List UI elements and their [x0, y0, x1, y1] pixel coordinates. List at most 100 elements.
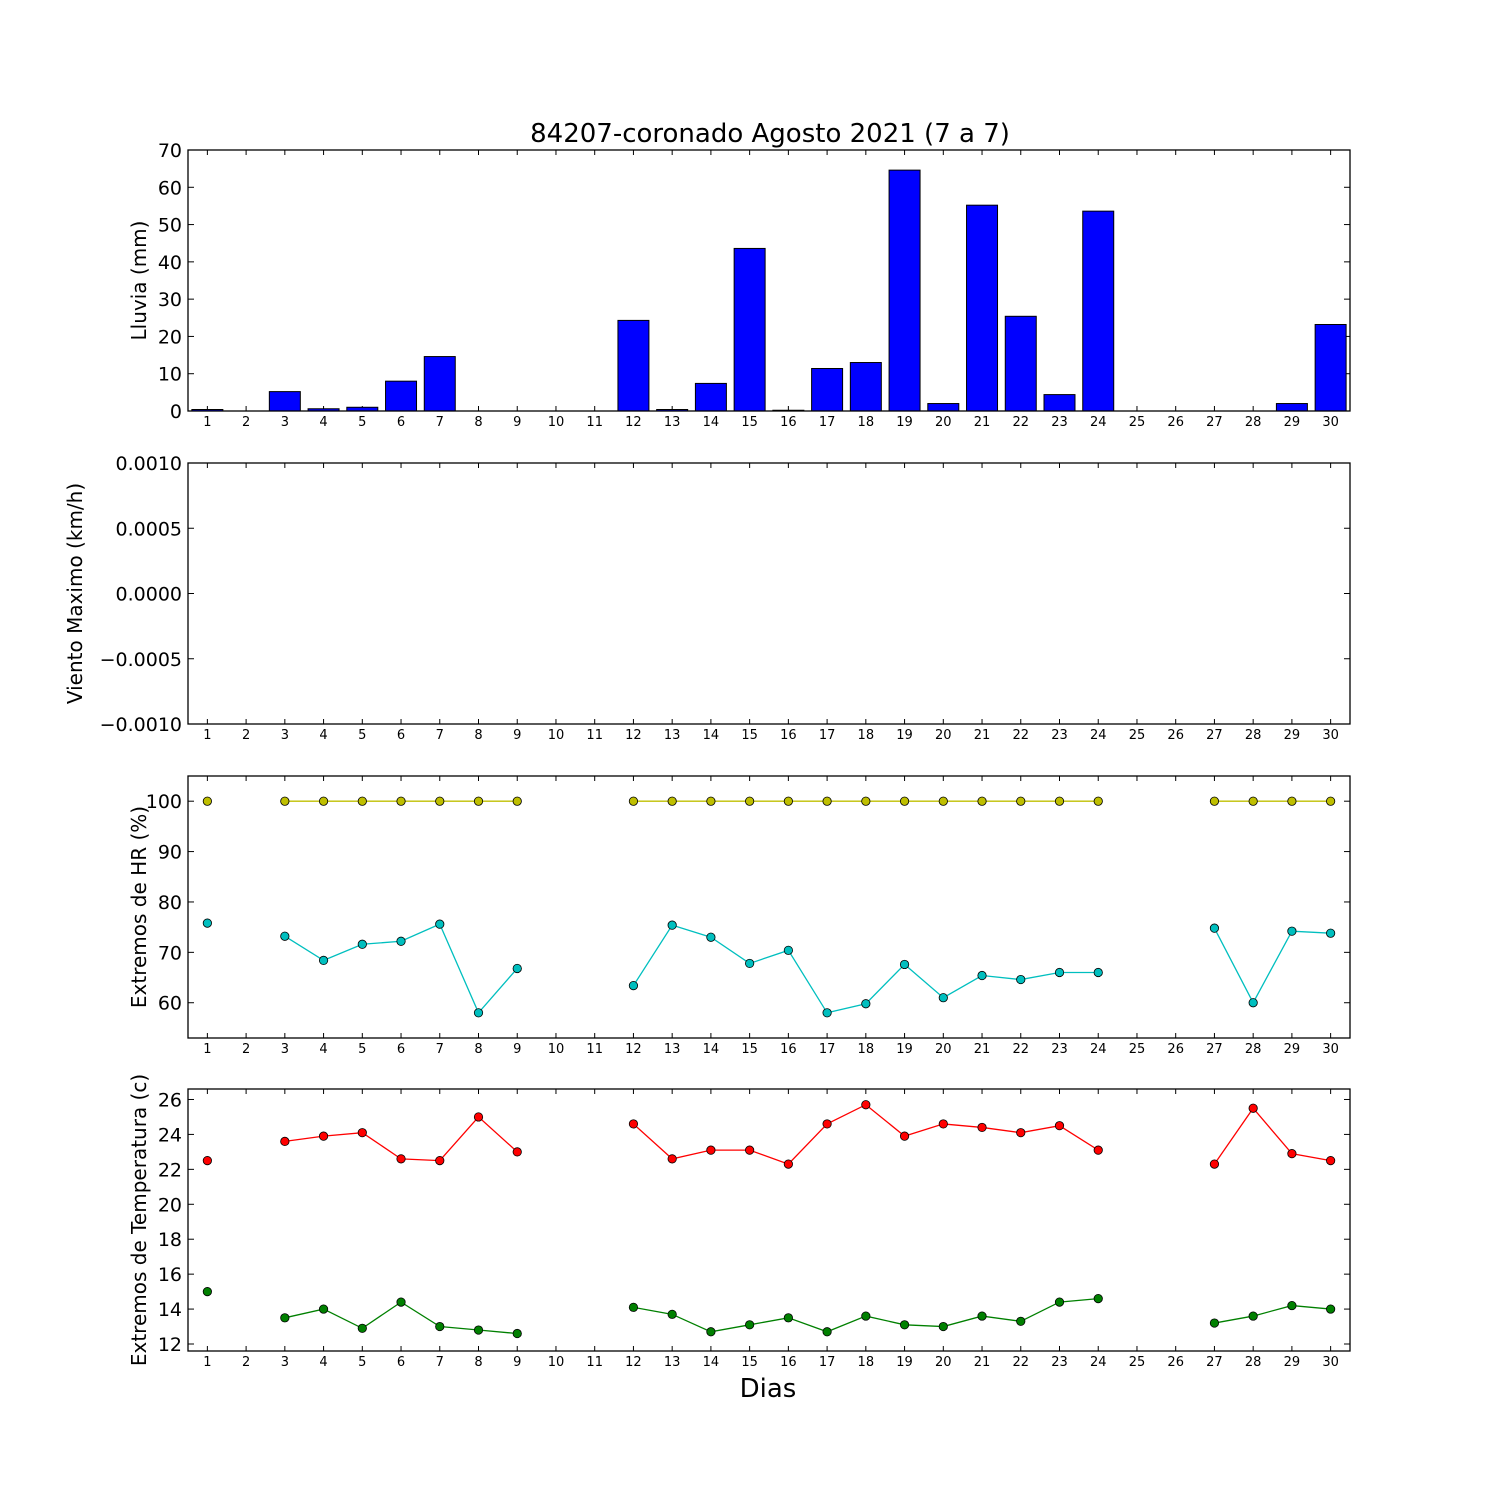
x-tick-label: 13 [664, 415, 681, 430]
x-tick-label: 10 [548, 728, 565, 743]
y-tick-label: −0.0005 [100, 649, 182, 671]
data-point [628, 1302, 639, 1312]
x-tick-label: 23 [1051, 728, 1068, 743]
y-tick-label: 20 [158, 326, 182, 348]
x-tick-label: 2 [242, 1355, 250, 1370]
x-tick-label: 19 [896, 1355, 913, 1370]
chart-title: 84207-coronado Agosto 2021 (7 a 7) [530, 119, 1010, 149]
data-point [1093, 796, 1103, 806]
data-point [1016, 1128, 1026, 1138]
data-point [1054, 796, 1065, 806]
x-tick-label: 15 [741, 1042, 758, 1057]
rain-bar [1275, 403, 1308, 412]
data-point [1016, 796, 1026, 806]
y-tick-label: 24 [158, 1124, 182, 1146]
x-tick-label: 9 [513, 728, 521, 743]
x-tick-label: 26 [1167, 415, 1184, 430]
x-tick-label: 26 [1167, 728, 1184, 743]
data-point [396, 1154, 406, 1164]
x-tick-label: 1 [203, 728, 211, 743]
data-point [280, 1313, 290, 1323]
y-tick-label: 60 [158, 993, 182, 1015]
data-point [435, 919, 445, 929]
rain-bar [1004, 315, 1037, 412]
x-tick-label: 4 [319, 1355, 327, 1370]
data-point [745, 1145, 755, 1155]
data-point [899, 1320, 910, 1330]
x-tick-label: 5 [358, 1355, 366, 1370]
x-tick-label: 22 [1012, 728, 1029, 743]
x-tick-label: 17 [819, 728, 836, 743]
x-tick-label: 3 [281, 415, 289, 430]
data-point [1326, 928, 1336, 938]
x-tick-label: 27 [1206, 728, 1223, 743]
x-tick-label: 6 [397, 1355, 405, 1370]
x-tick-label: 19 [896, 415, 913, 430]
x-tick-label: 2 [242, 1042, 250, 1057]
y-tick-label: 30 [158, 289, 182, 311]
x-tick-label: 28 [1245, 1355, 1262, 1370]
data-point [1054, 1121, 1065, 1131]
x-tick-label: 14 [703, 1042, 720, 1057]
y-tick-label: 18 [158, 1229, 182, 1251]
data-point [977, 796, 987, 806]
rain-bar [1082, 210, 1115, 412]
data-point [202, 918, 212, 928]
data-point [706, 796, 716, 806]
rain-bar [888, 169, 921, 412]
x-tick-label: 6 [397, 1042, 405, 1057]
data-point [1209, 1318, 1220, 1328]
y-axis-label: Extremos de HR (%) [127, 806, 151, 1008]
data-point [1287, 796, 1297, 806]
x-tick-label: 5 [358, 415, 366, 430]
axes-frame [187, 462, 1351, 725]
y-axis-label: Viento Maximo (km/h) [63, 483, 87, 704]
x-tick-label: 21 [974, 415, 991, 430]
x-tick-label: 28 [1245, 728, 1262, 743]
data-point [1209, 1159, 1220, 1169]
data-point [473, 1325, 484, 1335]
x-tick-label: 12 [625, 1355, 642, 1370]
x-tick-label: 26 [1167, 1042, 1184, 1057]
x-tick-label: 24 [1090, 415, 1107, 430]
x-tick-label: 30 [1322, 728, 1339, 743]
x-tick-label: 27 [1206, 1355, 1223, 1370]
y-tick-label: 20 [158, 1194, 182, 1216]
y-tick-label: 50 [158, 215, 182, 237]
data-point [1016, 974, 1026, 985]
x-tick-label: 1 [203, 1042, 211, 1057]
x-tick-label: 24 [1090, 728, 1107, 743]
data-point [861, 1311, 871, 1321]
data-point [473, 796, 484, 806]
x-tick-label: 5 [358, 728, 366, 743]
data-point [1209, 796, 1220, 806]
x-tick-label: 18 [858, 415, 875, 430]
x-tick-label: 23 [1051, 415, 1068, 430]
rain-bar [268, 391, 301, 412]
axes-frame [187, 775, 1351, 1039]
data-point [628, 980, 639, 991]
data-point [745, 796, 755, 806]
x-tick-label: 2 [242, 728, 250, 743]
x-tick-label: 29 [1284, 1042, 1301, 1057]
data-point [1326, 1156, 1336, 1166]
data-point [512, 963, 522, 974]
x-tick-label: 25 [1129, 415, 1146, 430]
data-point [667, 796, 677, 806]
y-axis-label: Extremos de Temperatura (c) [127, 1074, 151, 1366]
data-point [1093, 967, 1103, 978]
x-tick-label: 10 [548, 1355, 565, 1370]
data-point [667, 1309, 677, 1319]
data-point [280, 931, 290, 941]
rain-bar [966, 204, 999, 412]
data-point [667, 920, 677, 930]
y-tick-label: 40 [158, 252, 182, 274]
data-point [938, 993, 948, 1003]
x-tick-label: 14 [703, 728, 720, 743]
x-tick-label: 17 [819, 1042, 836, 1057]
x-tick-label: 18 [858, 728, 875, 743]
data-point [706, 1145, 716, 1155]
data-point [1287, 926, 1297, 936]
x-tick-label: 7 [436, 1355, 444, 1370]
